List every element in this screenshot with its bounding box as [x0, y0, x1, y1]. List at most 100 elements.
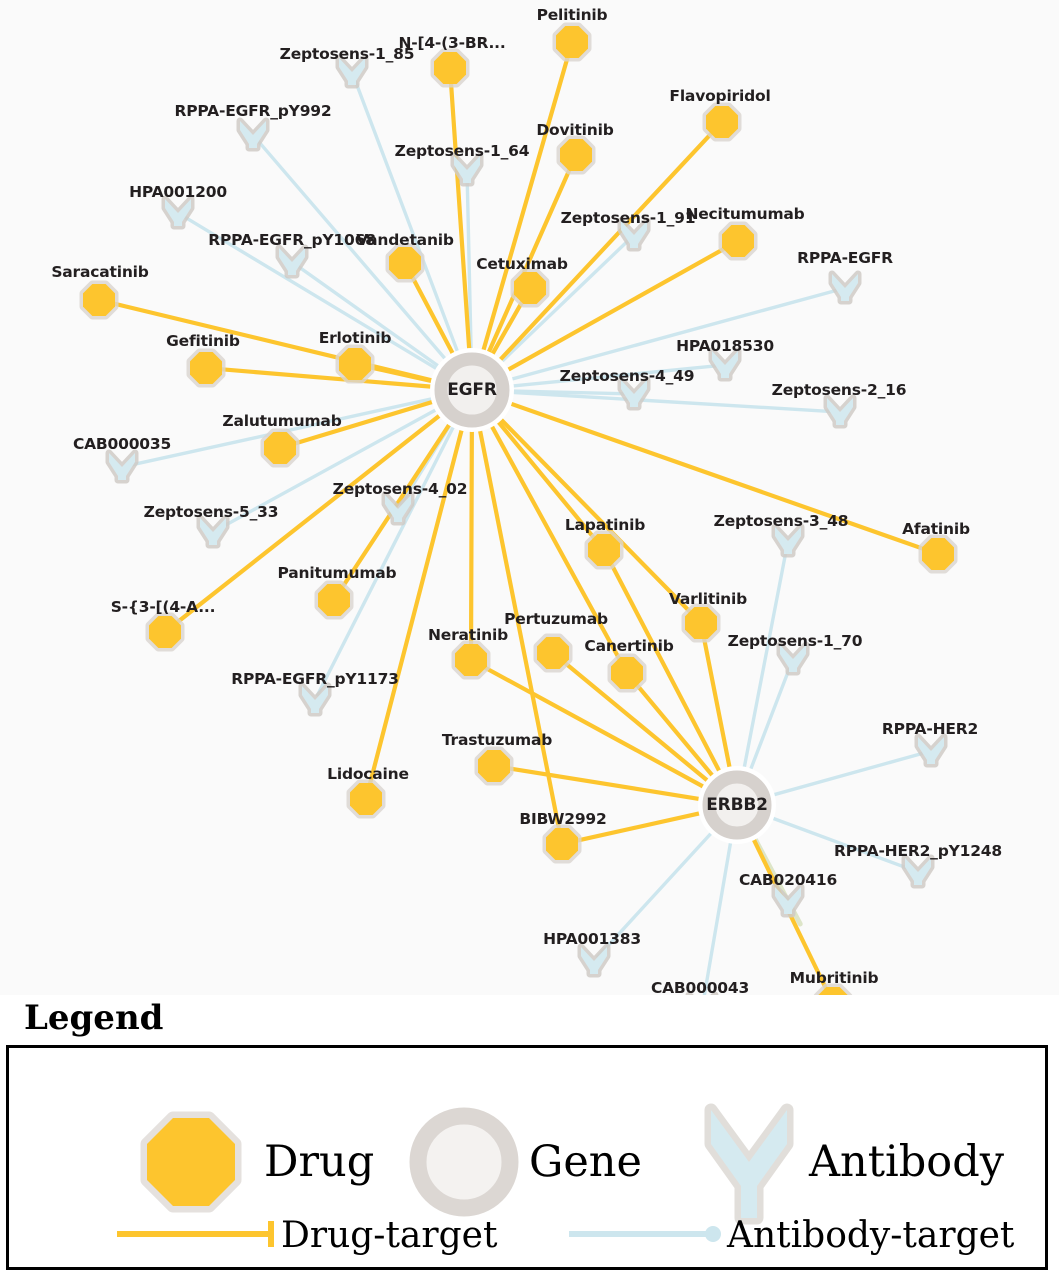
legend-antibody-target-edge: [569, 1226, 721, 1242]
drug-node[interactable]: [385, 243, 425, 283]
antibody-node[interactable]: [823, 394, 857, 429]
legend-gene-icon: [409, 1107, 519, 1217]
drug-target-edge: [482, 162, 575, 363]
antibody-node[interactable]: [450, 152, 484, 187]
drug-node-shape: [706, 106, 738, 138]
drug-target-edge: [700, 630, 734, 779]
drug-node[interactable]: [186, 348, 226, 388]
antibody-node[interactable]: [236, 117, 270, 152]
drug-node-shape: [149, 616, 181, 648]
legend-section: Legend Drug Gene Antibody: [0, 995, 1059, 1280]
drug-node[interactable]: [607, 653, 647, 693]
drug-node[interactable]: [430, 48, 470, 88]
antibody-node[interactable]: [771, 523, 805, 558]
drug-node[interactable]: [533, 633, 573, 673]
drug-node-shape: [818, 987, 848, 995]
antibody-node[interactable]: [617, 217, 651, 252]
antibody-node-shape: [905, 858, 931, 885]
antibody-target-edge: [255, 137, 452, 366]
drug-node[interactable]: [510, 268, 550, 308]
drug-node[interactable]: [451, 640, 491, 680]
drug-node[interactable]: [584, 530, 624, 570]
antibody-target-edge: [504, 389, 630, 396]
drug-node[interactable]: [335, 344, 375, 384]
antibody-node-shape: [621, 380, 647, 407]
drug-node[interactable]: [314, 580, 354, 620]
drug-node-shape: [190, 352, 222, 384]
antibody-node[interactable]: [381, 491, 415, 526]
antibody-node[interactable]: [901, 854, 935, 889]
antibody-target-edge: [504, 363, 721, 389]
drug-node-shape: [611, 657, 643, 689]
drug-target-edge: [501, 765, 711, 803]
antibody-node[interactable]: [105, 449, 139, 484]
gene-node-ring: [702, 770, 772, 840]
drug-target-edge: [492, 410, 697, 618]
drug-target-edge: [366, 418, 467, 792]
drug-node[interactable]: [813, 983, 853, 995]
antibody-node-shape: [918, 737, 944, 764]
antibody-node[interactable]: [617, 376, 651, 411]
legend-drug-icon: [140, 1111, 242, 1213]
antibody-node[interactable]: [914, 733, 948, 768]
antibody-node[interactable]: [771, 883, 805, 918]
drug-node-shape: [434, 52, 466, 84]
drug-node-shape: [922, 538, 954, 570]
drug-node[interactable]: [260, 428, 300, 468]
legend-drug-target-label: Drug-target: [281, 1215, 498, 1256]
antibody-node-shape: [302, 686, 328, 713]
antibody-target-edge: [295, 263, 446, 372]
drug-node[interactable]: [145, 612, 185, 652]
drug-node-shape: [514, 272, 546, 304]
drug-target-edge: [448, 75, 472, 361]
drug-node[interactable]: [681, 603, 721, 643]
drug-node[interactable]: [556, 135, 596, 175]
drug-node[interactable]: [552, 22, 592, 62]
drug-node-shape: [339, 348, 371, 380]
drug-target-edge: [476, 419, 563, 837]
antibody-target-edge: [746, 662, 793, 778]
antibody-target-edge: [465, 174, 473, 358]
drug-node[interactable]: [702, 102, 742, 142]
gene-node-egfr[interactable]: [430, 348, 514, 432]
antibody-node[interactable]: [708, 347, 742, 382]
antibody-node[interactable]: [828, 270, 862, 305]
antibody-target-edge: [494, 237, 632, 369]
drug-node[interactable]: [542, 824, 582, 864]
antibody-target-edge: [504, 390, 836, 414]
drug-node-shape: [318, 584, 350, 616]
antibody-node-shape: [339, 58, 365, 85]
drug-node[interactable]: [79, 280, 119, 320]
legend-drug-label: Drug: [264, 1137, 374, 1187]
antibody-node-shape: [581, 947, 607, 974]
drug-node[interactable]: [474, 746, 514, 786]
drug-node-shape: [588, 534, 620, 566]
network-canvas: Zeptosens-1_85 RPPA-EGFR_pY992 Zeptosens-1…: [51, 6, 1003, 995]
drug-target-edge: [362, 364, 443, 386]
drug-node-shape: [389, 247, 421, 279]
antibody-target-edge: [765, 750, 927, 799]
drug-target-edge: [569, 809, 711, 844]
antibody-node-shape: [775, 527, 801, 554]
antibody-node[interactable]: [298, 682, 332, 717]
drug-node-shape: [685, 607, 717, 639]
legend-antibody-target-label: Antibody-target: [726, 1215, 1015, 1256]
antibody-node[interactable]: [776, 641, 810, 676]
antibody-target-edge: [596, 826, 718, 959]
drug-node[interactable]: [346, 779, 386, 819]
drug-node[interactable]: [918, 534, 958, 574]
antibody-node[interactable]: [196, 514, 230, 549]
antibody-node-shape: [385, 495, 411, 522]
gene-node-erbb2[interactable]: [698, 766, 776, 844]
legend-graphics: Drug Gene Antibody Drug-target: [117, 1103, 1015, 1256]
antibody-node[interactable]: [275, 244, 309, 279]
drug-node[interactable]: [718, 221, 758, 261]
antibody-node[interactable]: [161, 195, 195, 230]
legend-title: Legend: [24, 998, 164, 1038]
antibody-node[interactable]: [335, 54, 369, 89]
antibody-node-shape: [827, 398, 853, 425]
antibody-node-shape: [109, 453, 135, 480]
drug-target-edge: [468, 419, 474, 653]
nodes-layer: [79, 22, 958, 995]
antibody-node[interactable]: [577, 943, 611, 978]
